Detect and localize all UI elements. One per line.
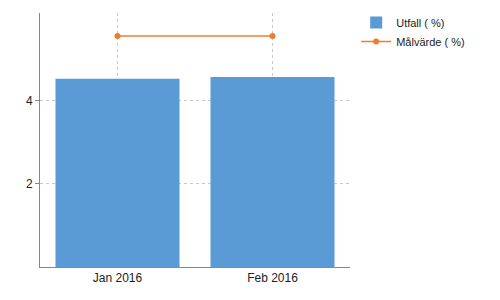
svg-text:2: 2: [26, 177, 33, 191]
svg-text:Målvärde ( %): Målvärde ( %): [396, 36, 464, 48]
svg-text:Jan 2016: Jan 2016: [93, 271, 143, 285]
svg-text:4: 4: [26, 94, 33, 108]
svg-text:Utfall ( %): Utfall ( %): [396, 17, 444, 29]
svg-text:Feb 2016: Feb 2016: [247, 271, 298, 285]
